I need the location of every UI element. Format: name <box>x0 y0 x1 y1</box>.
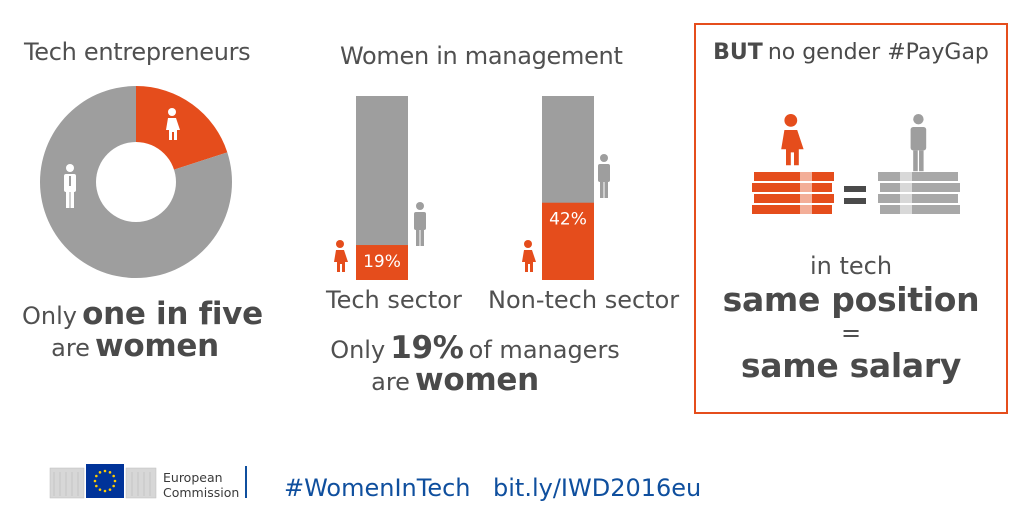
eu-star-icon <box>108 488 112 491</box>
hashtag-link[interactable]: #WomenInTech <box>284 474 471 502</box>
man-icon-tech <box>414 202 426 246</box>
eu-star-icon <box>93 479 97 483</box>
eu-star-icon <box>112 474 115 478</box>
bar-label-nontech: 42% <box>549 210 587 230</box>
paygap-title-rest: no gender #PayGap <box>767 40 989 65</box>
man-icon-nontech <box>598 154 610 198</box>
woman-icon-tech <box>334 240 348 272</box>
paygap-line1: in tech <box>809 252 893 280</box>
eu-star-icon <box>103 469 107 473</box>
man-icon <box>64 164 76 208</box>
mgmt-caption-suffix: of managers <box>468 336 620 364</box>
entrepreneurs-caption: Only one in five are women <box>22 296 263 364</box>
eu-star-icon <box>103 489 107 493</box>
donut-chart <box>40 86 232 278</box>
eu-star-icon <box>113 479 117 483</box>
management-bar-chart: 19% 42% <box>334 96 610 280</box>
paygap-panel <box>694 23 1008 414</box>
ec-line1: European <box>163 470 223 485</box>
equals-icon <box>844 186 866 204</box>
bar-label-tech: 19% <box>363 252 401 272</box>
paygap-message: in tech same position = same salary <box>694 252 1008 386</box>
european-commission-logo <box>49 464 157 499</box>
equal-pay-illustration <box>752 114 960 216</box>
paygap-line4: same salary <box>740 346 962 385</box>
woman-icon <box>166 108 180 140</box>
category-label-tech: Tech sector <box>326 286 462 314</box>
bar-women-nontech <box>542 202 594 280</box>
caption-prefix-2: are <box>51 334 90 362</box>
caption-prefix: Only <box>22 302 77 330</box>
caption-highlight-2: women <box>95 328 219 364</box>
management-title: Women in management <box>340 42 623 70</box>
footer-divider <box>245 466 247 498</box>
donut-hole <box>96 142 176 222</box>
eu-star-icon <box>95 474 98 478</box>
management-caption: Only 19% of managers are women <box>300 330 650 398</box>
man-icon-paygap <box>910 114 927 172</box>
eu-star-icon <box>95 484 98 488</box>
eu-flag-icon <box>86 464 124 498</box>
ec-line2: Commission <box>163 485 240 500</box>
woman-icon-nontech <box>522 240 536 272</box>
mgmt-caption-highlight-2: women <box>415 362 539 398</box>
money-stack-orange-icon <box>752 170 834 216</box>
caption-highlight: one in five <box>82 296 263 332</box>
url-link[interactable]: bit.ly/IWD2016eu <box>493 474 702 502</box>
mgmt-caption-prefix: Only <box>330 336 386 364</box>
paygap-line3: = <box>840 319 862 347</box>
paygap-title-bold: BUT <box>713 40 763 65</box>
woman-icon-paygap <box>781 114 804 166</box>
bar-women-tech <box>356 245 408 280</box>
eu-star-icon <box>108 471 112 474</box>
category-label-nontech: Non-tech sector <box>488 286 680 314</box>
mgmt-caption-percent: 19% <box>390 330 464 366</box>
entrepreneurs-title: Tech entrepreneurs <box>24 38 251 66</box>
ec-wordmark: European Commission <box>163 470 239 500</box>
mgmt-caption-prefix-2: are <box>371 368 410 396</box>
paygap-line2: same position <box>722 280 980 319</box>
eu-star-icon <box>112 484 115 488</box>
money-stack-grey-icon <box>878 170 960 216</box>
eu-star-icon <box>98 471 102 474</box>
eu-star-icon <box>98 488 102 491</box>
paygap-title: BUT no gender #PayGap <box>694 40 1008 65</box>
